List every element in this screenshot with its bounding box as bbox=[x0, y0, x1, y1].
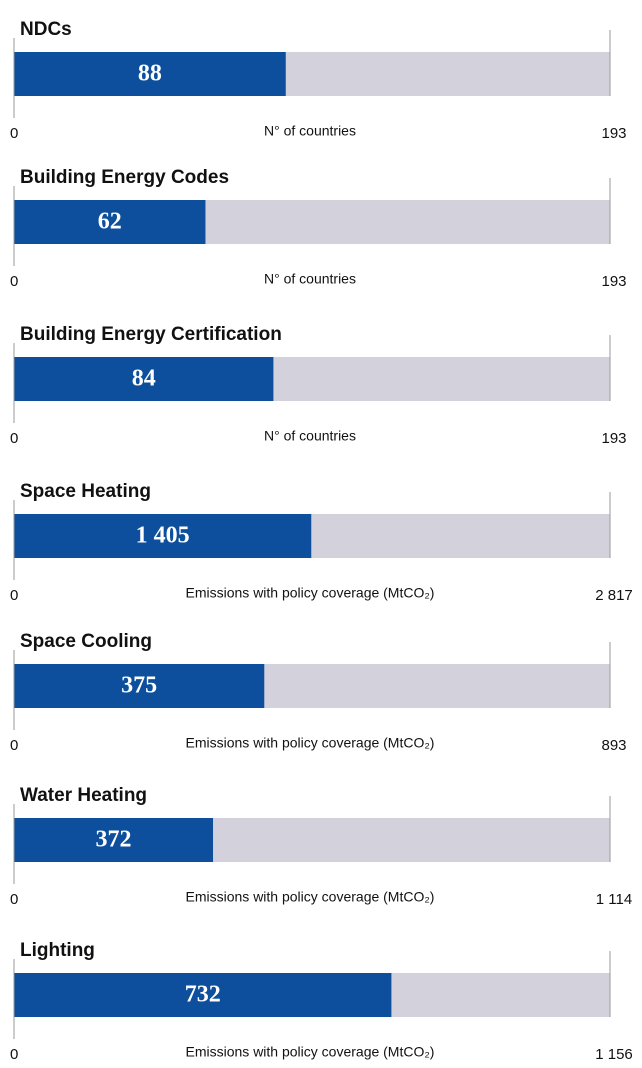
x-tick-label: 0 bbox=[10, 737, 18, 754]
bar bbox=[14, 357, 274, 401]
x-tick-label: 893 bbox=[601, 737, 626, 754]
x-tick-label: 2 817 bbox=[595, 587, 633, 604]
bar bbox=[14, 818, 214, 862]
x-tick-label: 193 bbox=[601, 273, 626, 290]
panel-title: Space Cooling bbox=[20, 631, 152, 652]
x-axis-label: Emissions with policy coverage (MtCO₂) bbox=[186, 585, 435, 601]
bar bbox=[14, 200, 206, 244]
x-tick-label: 193 bbox=[601, 125, 626, 142]
bar bbox=[14, 973, 392, 1017]
bar-value-label: 88 bbox=[138, 61, 162, 87]
panel-title: NDCs bbox=[20, 19, 72, 40]
x-tick-label: 0 bbox=[10, 125, 18, 142]
x-axis-label: Emissions with policy coverage (MtCO₂) bbox=[186, 1044, 435, 1060]
bar-value-label: 732 bbox=[185, 982, 221, 1008]
bar-value-label: 1 405 bbox=[136, 523, 190, 549]
x-tick-label: 193 bbox=[601, 430, 626, 447]
bar-value-label: 375 bbox=[121, 673, 157, 699]
bar-value-label: 62 bbox=[98, 209, 122, 235]
x-axis-label: Emissions with policy coverage (MtCO₂) bbox=[186, 735, 435, 751]
x-axis-label: Emissions with policy coverage (MtCO₂) bbox=[186, 889, 435, 905]
x-tick-label: 0 bbox=[10, 273, 18, 290]
panel-title: Water Heating bbox=[20, 785, 147, 806]
x-axis-label: N° of countries bbox=[264, 123, 356, 139]
bar bbox=[14, 514, 312, 558]
bar-value-label: 372 bbox=[96, 827, 132, 853]
x-axis-label: N° of countries bbox=[264, 428, 356, 444]
panel-title: Building Energy Codes bbox=[20, 167, 229, 188]
x-tick-label: 1 114 bbox=[596, 891, 632, 908]
x-tick-label: 0 bbox=[10, 587, 18, 604]
x-tick-label: 0 bbox=[10, 891, 18, 908]
x-axis-label: N° of countries bbox=[264, 271, 356, 287]
panel-title: Space Heating bbox=[20, 481, 151, 502]
bar-value-label: 84 bbox=[132, 366, 156, 392]
panel-title: Lighting bbox=[20, 940, 95, 961]
panel-title: Building Energy Certification bbox=[20, 324, 282, 345]
bar bbox=[14, 52, 286, 96]
x-tick-label: 0 bbox=[10, 430, 18, 447]
bar bbox=[14, 664, 265, 708]
x-tick-label: 1 156 bbox=[595, 1046, 633, 1063]
x-tick-label: 0 bbox=[10, 1046, 18, 1063]
